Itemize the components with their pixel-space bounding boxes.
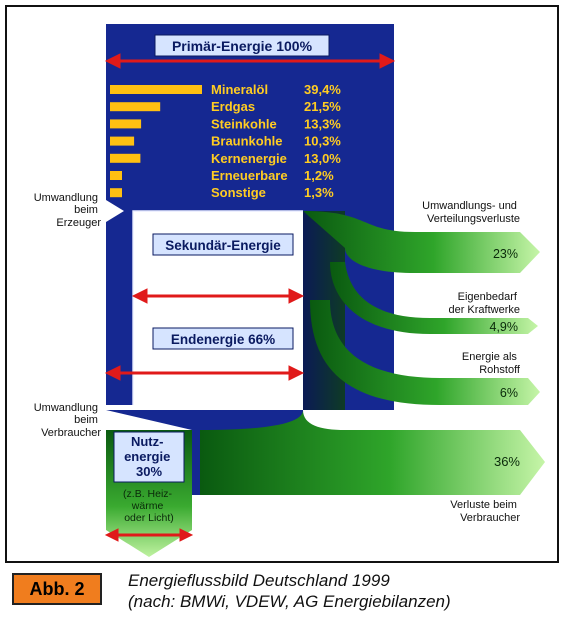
loss-flow-own-use [330,262,538,334]
figure-caption: Energieflussbild Deutschland 1999 (nach:… [128,570,451,612]
final-label: Endenergie 66% [171,332,275,347]
consumer-stage-block [106,410,303,495]
loss-percent-consumer: 36% [494,454,520,469]
loss-percent-own-use: 4,9% [490,320,519,334]
source-value: 21,5% [304,99,341,114]
source-value: 39,4% [304,82,341,97]
final-width-arrow [104,365,305,381]
source-name: Erneuerbare [211,168,288,183]
source-bar [110,85,202,94]
source-value: 1,3% [304,185,334,200]
useful-example: (z.B. Heiz- wärme oder Licht) [123,488,175,524]
source-name: Erdgas [211,99,255,114]
loss-percent-conversion: 23% [493,247,518,261]
source-name: Kernenergie [211,151,287,166]
figure-tag: Abb. 2 [12,573,102,605]
secondary-width-arrow [131,288,305,304]
useful-width-arrow [104,528,194,542]
source-value: 13,3% [304,116,341,131]
loss-flow-raw-material [310,300,540,405]
caption-line-1: Energieflussbild Deutschland 1999 [128,571,390,590]
loss-label-own-use: Eigenbedarf der Kraftwerke [448,291,520,316]
loss-label-raw-material: Energie als Rohstoff [462,351,521,376]
source-bar [110,171,122,180]
source-name: Steinkohle [211,116,277,131]
secondary-example-2: oder Heizöl) [158,279,230,293]
secondary-label-box [152,233,294,256]
loss-label-consumer: Verluste beim Verbraucher [450,499,520,524]
source-bar [110,119,142,129]
loss-flow-conversion [303,211,540,273]
source-value: 13,0% [304,151,341,166]
source-value: 10,3% [304,134,341,149]
final-label-box [152,327,294,350]
source-name: Sonstige [211,185,266,200]
source-value: 1,2% [304,168,334,183]
producer-stage-label: Umwandlung beim Erzeuger [34,192,102,229]
source-name: Braunkohle [211,134,283,149]
primary-width-arrow [104,53,396,69]
loss-flow-consumer [200,410,545,495]
consumer-stage-label: Umwandlung beim Verbraucher [34,402,102,439]
source-bar [110,153,141,163]
caption-line-2: (nach: BMWi, VDEW, AG Energiebilanzen) [128,592,451,611]
loss-label-conversion: Umwandlungs- und Verteilungsverluste [422,200,520,225]
source-bars [110,85,202,198]
secondary-example-1: (z.B. Briketts [158,263,234,277]
primary-label-box [154,34,330,57]
source-labels: Mineralöl 39,4% Erdgas 21,5% Steinkohle 13,3%… [211,82,341,200]
secondary-label: Sekundär-Energie [165,238,281,253]
primary-label: Primär-Energie 100% [172,38,313,54]
source-bar [110,188,122,198]
secondary-guide-line [132,210,303,405]
useful-label: Nutz- energie 30% [124,434,174,479]
final-example: (z.B. Strom) [158,354,228,368]
source-bar [110,102,161,112]
loss-percent-raw-material: 6% [500,386,518,400]
source-name: Mineralöl [211,82,268,97]
source-bar [110,136,135,146]
useful-label-box [113,431,185,483]
